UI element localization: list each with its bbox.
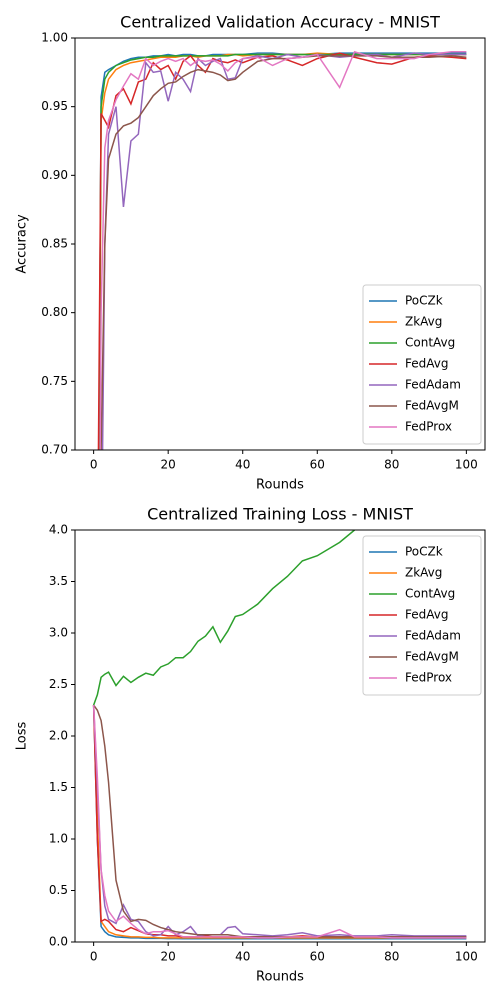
series-line [100,55,467,450]
y-axis-label: Accuracy [15,214,30,274]
x-tick-label: 80 [384,458,399,472]
y-tick-label: 1.00 [41,31,68,45]
legend-box [362,535,482,696]
series-line [98,53,467,450]
legend-label: FedAvg [405,608,448,622]
y-tick-label: 1.5 [49,780,68,794]
legend-label: FedProx [405,420,452,434]
x-tick-label: 20 [161,458,176,472]
x-tick-label: 60 [310,950,325,964]
series-line [97,52,467,450]
series-line [92,705,467,937]
x-axis-label: Rounds [256,478,304,493]
legend-label: FedAdam [405,378,461,392]
y-tick-label: 2.0 [49,729,68,743]
y-tick-label: 3.0 [49,626,68,640]
x-tick-label: 100 [455,458,478,472]
series-line [92,705,467,938]
x-tick-label: 100 [455,950,478,964]
series-line [98,52,467,450]
y-tick-label: 0.70 [41,443,68,457]
y-tick-label: 1.0 [49,832,68,846]
x-tick-label: 0 [90,458,98,472]
y-tick-label: 0.95 [41,99,68,113]
series-line [101,52,467,450]
series-line [92,705,467,940]
series-line [92,705,467,939]
legend-box [362,284,482,445]
x-tick-label: 40 [235,950,250,964]
y-axis-label: Loss [15,722,30,751]
y-tick-label: 0.0 [49,935,68,949]
legend-label: FedProx [405,671,452,685]
legend-label: FedAvgM [405,650,459,664]
plot-frame [74,529,486,943]
series-line [92,530,357,706]
legend-label: PoCZk [405,545,443,559]
series-line [98,52,467,450]
x-tick-label: 0 [90,950,98,964]
x-tick-label: 20 [161,950,176,964]
series-line [93,704,467,938]
y-tick-label: 0.80 [41,305,68,319]
plot-lines [97,50,467,450]
chart-title: Centralized Training Loss - MNIST [147,505,413,524]
plot-frame [74,37,486,451]
legend-label: FedAvg [405,357,448,371]
x-tick-label: 80 [384,950,399,964]
y-tick-label: 0.85 [41,237,68,251]
legend-label: FedAvgM [405,399,459,413]
legend-label: FedAdam [405,629,461,643]
series-line [99,50,467,450]
y-tick-label: 0.75 [41,374,68,388]
legend-label: ContAvg [405,336,455,350]
series-line [92,705,467,939]
y-tick-label: 3.5 [49,574,68,588]
x-tick-label: 60 [310,458,325,472]
y-tick-label: 0.90 [41,168,68,182]
legend-label: PoCZk [405,294,443,308]
legend-label: ContAvg [405,587,455,601]
chart-title: Centralized Validation Accuracy - MNIST [120,13,440,32]
y-tick-label: 4.0 [49,523,68,537]
x-axis-label: Rounds [256,970,304,985]
plot-lines [92,530,467,940]
legend-label: ZkAvg [405,315,442,329]
y-tick-label: 2.5 [49,677,68,691]
y-tick-label: 0.5 [49,883,68,897]
legend-label: ZkAvg [405,566,442,580]
x-tick-label: 40 [235,458,250,472]
